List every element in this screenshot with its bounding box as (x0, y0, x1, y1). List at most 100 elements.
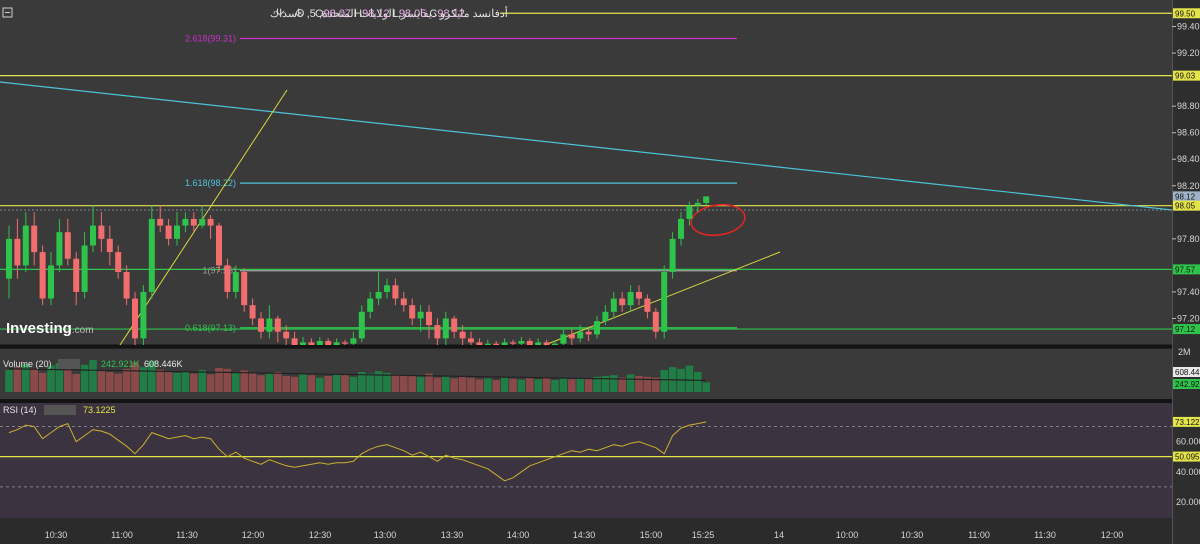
candle-body[interactable] (560, 334, 567, 344)
candle-body[interactable] (6, 238, 12, 279)
candle-body[interactable] (123, 272, 130, 299)
candle-body[interactable] (81, 245, 88, 292)
volume-bar[interactable] (265, 373, 274, 392)
time-axis[interactable] (0, 520, 1172, 544)
candle-body[interactable] (619, 298, 626, 306)
volume-bar[interactable] (534, 379, 542, 392)
volume-bar[interactable] (97, 371, 106, 392)
candle-body[interactable] (669, 238, 676, 273)
volume-bar[interactable] (324, 376, 332, 392)
candle-body[interactable] (190, 218, 197, 226)
volume-bar[interactable] (215, 368, 223, 392)
volume-bar[interactable] (13, 367, 22, 392)
volume-bar[interactable] (198, 370, 206, 392)
candle-body[interactable] (224, 265, 231, 292)
candle-body[interactable] (56, 232, 63, 266)
candle-body[interactable] (115, 252, 122, 273)
candle-body[interactable] (266, 318, 273, 332)
volume-bar[interactable] (694, 372, 702, 392)
candle-body[interactable] (350, 338, 357, 344)
volume-bar[interactable] (450, 378, 458, 392)
candle-body[interactable] (703, 196, 710, 204)
volume-bar[interactable] (408, 375, 416, 392)
volume-bar[interactable] (248, 372, 257, 392)
candle-body[interactable] (174, 225, 180, 239)
candle-body[interactable] (132, 298, 138, 339)
candle-body[interactable] (526, 341, 533, 345)
volume-bar[interactable] (484, 378, 492, 392)
candle-body[interactable] (232, 272, 239, 292)
candle-body[interactable] (652, 311, 659, 332)
candle-body[interactable] (417, 311, 424, 319)
volume-settings-button[interactable] (58, 359, 80, 369)
volume-bar[interactable] (22, 364, 30, 392)
volume-bar[interactable] (64, 368, 72, 392)
volume-bar[interactable] (358, 372, 366, 392)
candle-body[interactable] (543, 342, 550, 345)
volume-bar[interactable] (190, 373, 198, 392)
volume-bar[interactable] (232, 372, 240, 392)
candle-body[interactable] (661, 272, 668, 332)
volume-bar[interactable] (274, 372, 282, 392)
volume-bar[interactable] (702, 382, 710, 392)
candle-body[interactable] (392, 285, 399, 299)
candle-body[interactable] (636, 291, 642, 299)
candle-body[interactable] (409, 305, 416, 319)
volume-bar[interactable] (576, 378, 584, 392)
rsi-line[interactable] (8, 421, 707, 482)
volume-bar[interactable] (164, 372, 173, 392)
candle-body[interactable] (325, 341, 332, 345)
candle-body[interactable] (484, 343, 491, 345)
candle-body[interactable] (316, 341, 323, 345)
candle-body[interactable] (602, 311, 609, 322)
candle-body[interactable] (468, 338, 474, 343)
candle-body[interactable] (308, 342, 315, 345)
candle-body[interactable] (140, 291, 147, 339)
volume-bar[interactable] (257, 375, 265, 392)
candle-body[interactable] (678, 218, 684, 239)
candle-body[interactable] (451, 318, 458, 332)
volume-bar[interactable] (5, 370, 13, 392)
candle-body[interactable] (106, 238, 113, 253)
volume-bar[interactable] (626, 374, 635, 392)
volume-bar[interactable] (282, 376, 290, 392)
volume-bar[interactable] (332, 374, 341, 392)
chevron-down-icon[interactable] (275, 10, 285, 16)
volume-bar[interactable] (416, 376, 425, 392)
volume-bar[interactable] (509, 378, 517, 392)
volume-bar[interactable] (349, 376, 358, 392)
settings-icon[interactable] (296, 9, 304, 17)
volume-bar[interactable] (643, 376, 652, 392)
candle-body[interactable] (501, 342, 508, 345)
volume-bar[interactable] (652, 377, 660, 392)
candle-body[interactable] (241, 272, 248, 306)
symbol-title[interactable]: أدفانسد مايكرو ديفايسز, الولايات المتحدة… (270, 6, 508, 20)
volume-bar[interactable] (685, 365, 694, 392)
candle-body[interactable] (627, 291, 634, 306)
candle-body[interactable] (476, 342, 483, 345)
volume-bar[interactable] (425, 373, 433, 392)
volume-bar[interactable] (517, 379, 526, 392)
candle-body[interactable] (199, 218, 206, 226)
candle-body[interactable] (426, 311, 432, 326)
candle-body[interactable] (291, 338, 298, 345)
volume-bar[interactable] (500, 377, 509, 392)
candle-body[interactable] (510, 342, 516, 344)
volume-bar[interactable] (114, 373, 122, 392)
candle-body[interactable] (98, 225, 105, 239)
volume-bar[interactable] (240, 370, 248, 392)
candle-body[interactable] (434, 325, 441, 339)
volume-bar[interactable] (181, 371, 190, 392)
candle-body[interactable] (442, 318, 449, 339)
candle-body[interactable] (31, 225, 38, 253)
volume-bar[interactable] (374, 371, 383, 392)
collapse-icon[interactable] (2, 7, 13, 18)
volume-bar[interactable] (366, 373, 374, 392)
candle-body[interactable] (568, 334, 575, 339)
candle-body[interactable] (207, 218, 214, 226)
volume-bar[interactable] (601, 376, 610, 392)
volume-bar[interactable] (526, 378, 534, 392)
candle-body[interactable] (594, 321, 600, 335)
volume-bar[interactable] (475, 379, 484, 392)
volume-bar[interactable] (618, 377, 626, 392)
